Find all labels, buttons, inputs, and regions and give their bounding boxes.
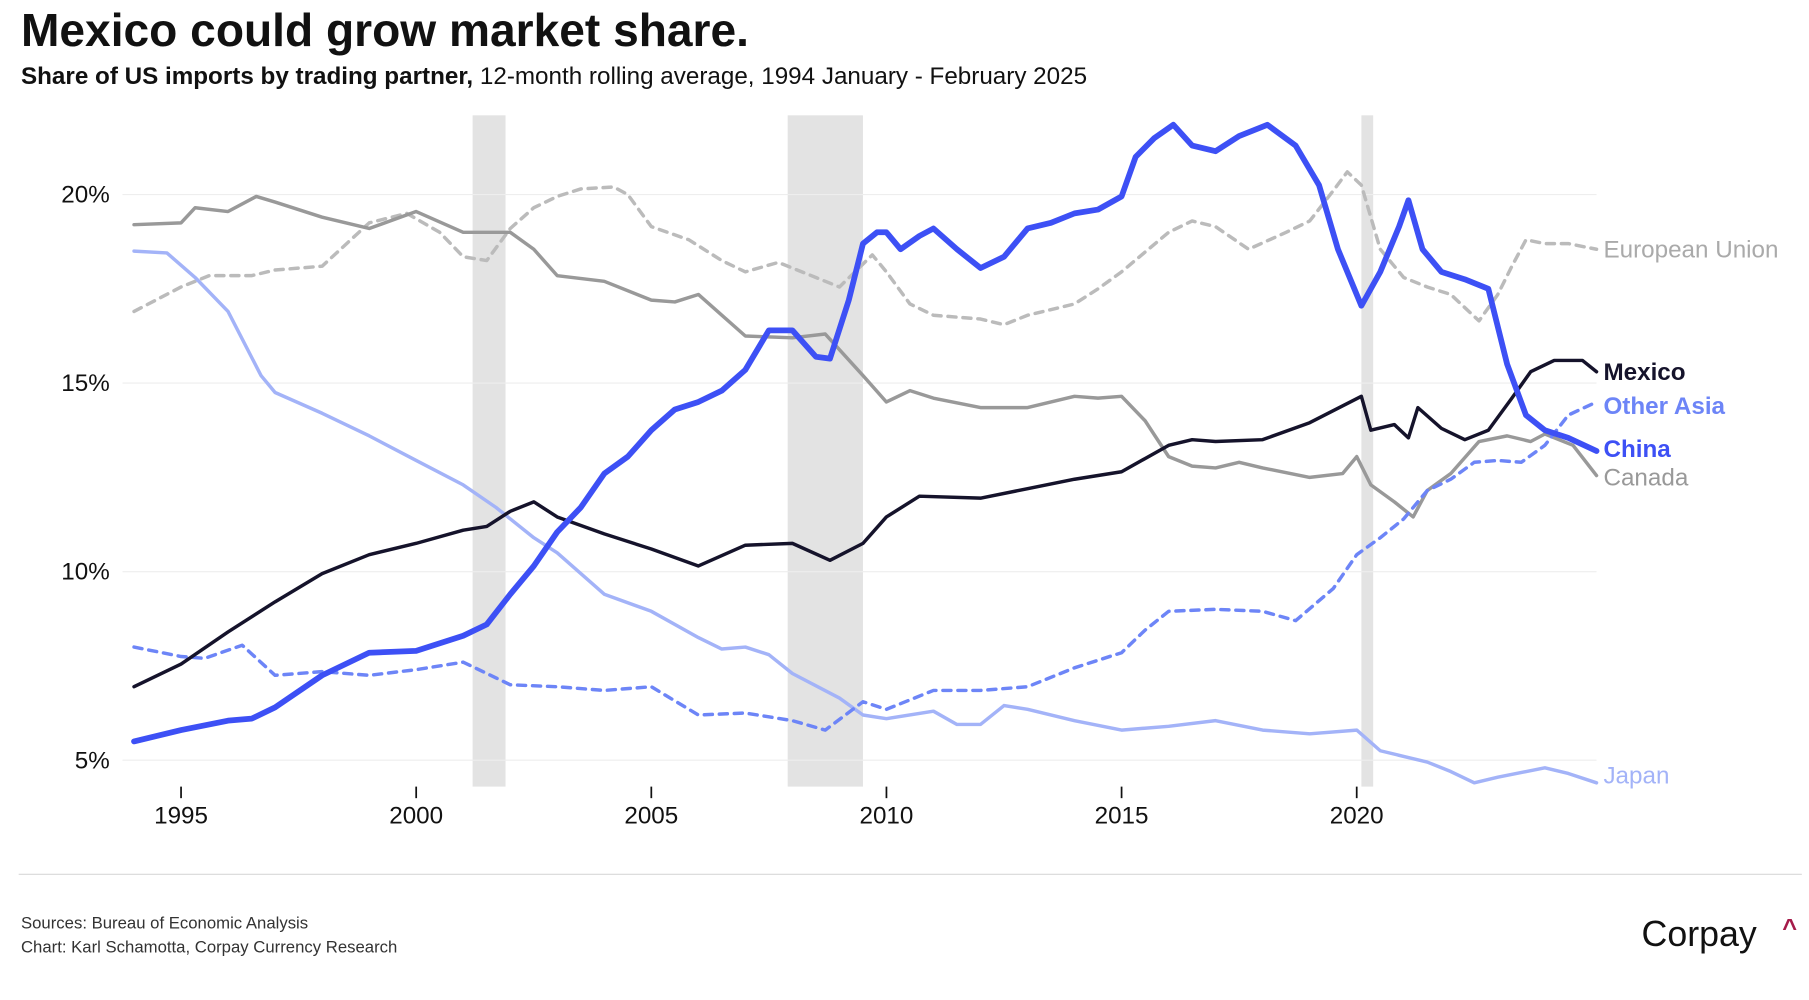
y-axis: 5% 10% 15% 20% <box>61 182 109 775</box>
x-tick-label: 2010 <box>860 803 914 830</box>
corpay-logo: Corpay ^ <box>1642 914 1798 954</box>
series-label-canada: Canada <box>1603 464 1688 491</box>
recession-bands <box>472 115 1374 787</box>
x-axis: 1995 2000 2005 2010 2015 2020 <box>154 786 1384 830</box>
subtitle-bold: Share of US imports by trading partner, <box>21 63 473 90</box>
series-line-mexico <box>132 358 1599 689</box>
series-line-other-asia <box>132 400 1599 732</box>
y-tick-label: 20% <box>61 182 109 209</box>
recession-band <box>787 115 863 787</box>
chart-title: Mexico could grow market share. <box>21 4 749 56</box>
series-label-japan: Japan <box>1603 762 1669 789</box>
subtitle-rest: 12-month rolling average, 1994 January -… <box>473 63 1087 90</box>
recession-band <box>472 115 506 787</box>
series-label-mexico: Mexico <box>1603 359 1685 386</box>
x-tick-label: 1995 <box>154 803 208 830</box>
y-tick-label: 15% <box>61 370 109 397</box>
footer-credit: Chart: Karl Schamotta, Corpay Currency R… <box>21 938 397 957</box>
x-tick-label: 2005 <box>624 803 678 830</box>
footer-sources: Sources: Bureau of Economic Analysis <box>21 913 308 932</box>
series-line-canada <box>132 194 1599 519</box>
series-lines <box>131 121 1600 785</box>
y-tick-label: 5% <box>75 747 110 774</box>
series-line-european-union <box>132 170 1599 327</box>
logo-text: Corpay <box>1642 914 1757 954</box>
chart-subtitle: Share of US imports by trading partner, … <box>21 63 1087 90</box>
y-tick-label: 10% <box>61 559 109 586</box>
series-line-japan <box>132 249 1599 785</box>
series-label-european-union: European Union <box>1603 236 1778 263</box>
series-labels: European Union Mexico Other Asia ChinaCanad… <box>1603 236 1778 789</box>
series-label-other-asia: Other Asia <box>1603 393 1725 420</box>
logo-caret-icon: ^ <box>1782 915 1797 943</box>
x-tick-label: 2000 <box>389 803 443 830</box>
grid-lines <box>122 193 1597 761</box>
x-tick-label: 2020 <box>1330 803 1384 830</box>
series-label-china: China <box>1603 436 1671 463</box>
recession-band <box>1361 115 1374 787</box>
x-tick-label: 2015 <box>1095 803 1149 830</box>
series-line-china <box>131 121 1600 745</box>
